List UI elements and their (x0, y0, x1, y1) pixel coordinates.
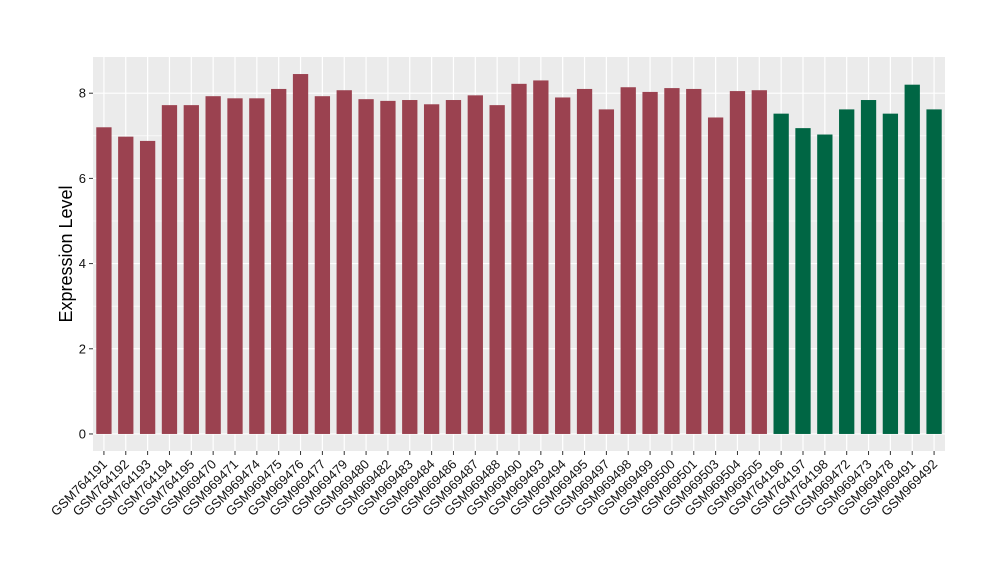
bar (336, 90, 352, 434)
bar (402, 100, 418, 434)
y-tick-label: 8 (79, 86, 86, 101)
y-axis: 0 2 4 6 8 (79, 86, 93, 441)
bar (445, 100, 462, 434)
y-tick-label: 4 (79, 256, 86, 271)
bar (227, 98, 243, 434)
bar (249, 98, 265, 434)
bar (664, 88, 680, 434)
bar (467, 95, 483, 434)
bar (271, 88, 287, 434)
bar (380, 100, 396, 434)
bar (205, 96, 221, 434)
bar (882, 113, 899, 434)
y-tick-label: 2 (79, 341, 86, 356)
y-axis-title: Expression Level (56, 185, 76, 322)
bar (839, 109, 855, 434)
bar (489, 105, 505, 434)
bar (795, 128, 811, 434)
bar (555, 97, 571, 434)
bar (96, 127, 112, 434)
bar (183, 105, 199, 434)
bar (598, 109, 615, 434)
bar (773, 113, 789, 434)
bar (292, 74, 309, 434)
x-axis: GSM764191GSM764192GSM764193GSM764194GSM7… (48, 451, 940, 519)
bar (358, 99, 374, 434)
y-tick-label: 0 (79, 426, 86, 441)
bar (860, 100, 877, 434)
bar (511, 83, 527, 434)
bar (642, 91, 658, 434)
bar (707, 117, 724, 434)
bar (118, 136, 134, 434)
bar (904, 84, 920, 434)
bar (423, 104, 440, 434)
bar (926, 109, 942, 434)
bar (139, 140, 156, 434)
bar (576, 88, 593, 434)
bar (161, 105, 178, 434)
bar (729, 91, 746, 434)
bar (314, 96, 331, 434)
bar (620, 87, 636, 434)
bar (533, 80, 549, 434)
bar (686, 88, 702, 434)
bar (751, 90, 767, 434)
bar (817, 134, 833, 434)
bars (96, 74, 942, 434)
y-tick-label: 6 (79, 171, 86, 186)
